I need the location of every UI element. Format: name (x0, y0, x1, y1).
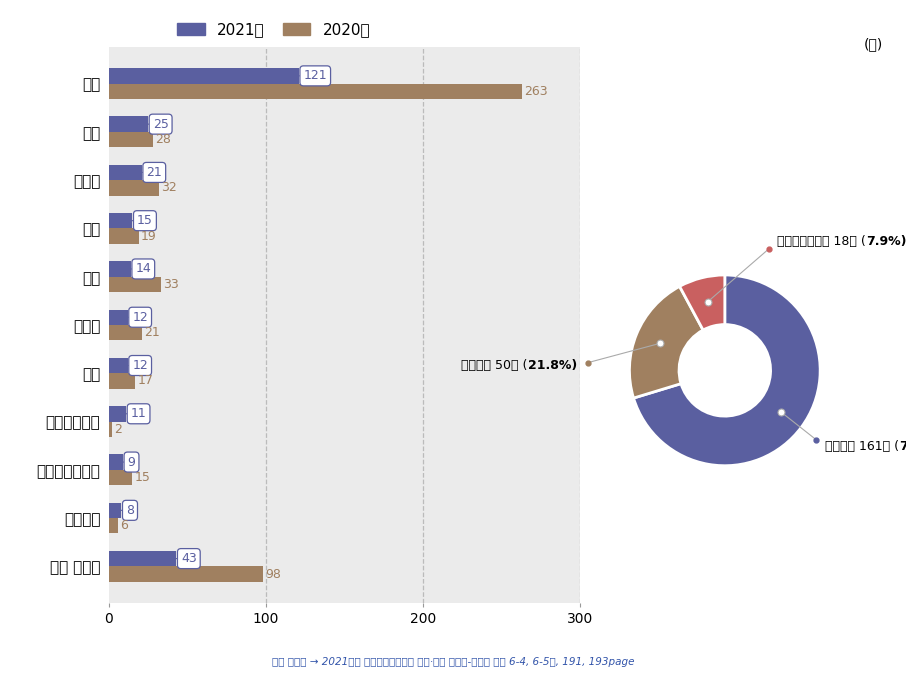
Wedge shape (633, 275, 820, 466)
Text: 15: 15 (135, 471, 150, 484)
Bar (109, 228, 139, 244)
Bar (109, 165, 141, 180)
Text: 15: 15 (132, 214, 153, 227)
Text: 263: 263 (524, 85, 548, 97)
Text: 국제협약 161건 (: 국제협약 161건 ( (825, 440, 899, 453)
Bar (109, 213, 132, 228)
Text: 12: 12 (128, 311, 148, 324)
Bar (109, 551, 177, 567)
Text: 70.3%): 70.3%) (899, 440, 906, 453)
Text: 11: 11 (126, 408, 147, 420)
Bar (109, 406, 126, 422)
Text: 98: 98 (265, 567, 281, 581)
Bar (109, 261, 130, 277)
Text: 14: 14 (130, 263, 151, 276)
Text: 9: 9 (123, 456, 135, 468)
Bar (109, 518, 118, 533)
Wedge shape (680, 275, 725, 330)
Text: 25: 25 (148, 118, 169, 131)
Text: 2: 2 (114, 422, 122, 436)
Bar (109, 325, 141, 341)
Text: 21: 21 (144, 326, 159, 339)
Bar (109, 180, 159, 196)
Text: (건): (건) (864, 37, 883, 51)
Text: 21: 21 (141, 166, 162, 179)
Bar (109, 357, 128, 373)
Text: 외국연구자유치 18건 (: 외국연구자유치 18건 ( (777, 235, 866, 248)
Text: 43: 43 (177, 552, 197, 565)
Bar (109, 422, 111, 437)
Bar (109, 373, 135, 389)
Text: 관련 통계표 → 2021년도 국가연구개발사업 조사·분석 보고서-통계표 〈표 6-4, 6-5〉, 191, 193page: 관련 통계표 → 2021년도 국가연구개발사업 조사·분석 보고서-통계표 〈… (272, 657, 634, 667)
Bar (109, 116, 148, 132)
Bar (109, 83, 522, 99)
Text: 6: 6 (120, 519, 129, 532)
Bar (109, 277, 160, 292)
Text: 32: 32 (161, 181, 177, 194)
Text: 19: 19 (141, 230, 157, 242)
Text: 7.9%): 7.9%) (866, 235, 906, 248)
Text: 121: 121 (299, 69, 327, 83)
Bar (109, 132, 153, 148)
Text: 21.8%): 21.8%) (527, 359, 577, 372)
Bar (109, 502, 121, 518)
Legend: 2021년, 2020년: 2021년, 2020년 (171, 16, 376, 43)
Text: 정보교환 50건 (: 정보교환 50건 ( (461, 359, 527, 372)
Text: 12: 12 (128, 359, 148, 372)
Bar (109, 309, 128, 325)
Wedge shape (630, 286, 703, 398)
Bar (109, 68, 299, 83)
Text: 8: 8 (121, 504, 134, 517)
Text: 17: 17 (138, 374, 154, 387)
Text: 28: 28 (155, 133, 171, 146)
Text: 33: 33 (163, 278, 178, 291)
Bar (109, 567, 263, 582)
Bar (109, 454, 123, 470)
Bar (109, 470, 132, 485)
